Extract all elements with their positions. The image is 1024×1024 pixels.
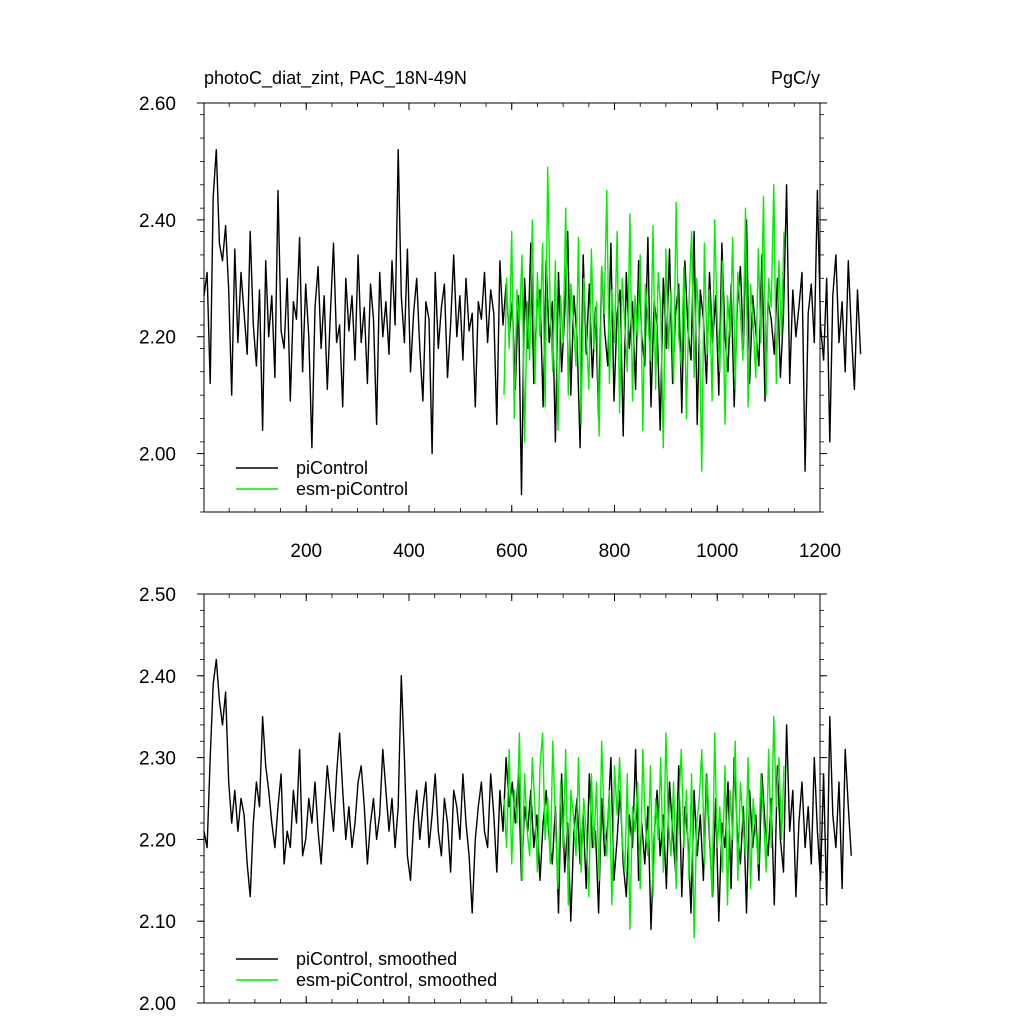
y-tick-label: 2.20	[139, 830, 176, 851]
series-line-picontrol	[203, 658, 852, 931]
x-tick-label: 400	[393, 541, 425, 562]
y-tick-label: 2.40	[139, 211, 176, 232]
bottom-panel: 2.00 2.10 2.20 2.30 2.40 2.50 piControl, smoot…	[139, 585, 852, 1015]
legend-label: esm-piControl	[296, 479, 408, 499]
x-tick-label: 200	[290, 541, 322, 562]
legend-label: piControl, smoothed	[296, 949, 457, 969]
units-label: PgC/y	[771, 68, 820, 88]
x-tick-label: 600	[496, 541, 528, 562]
y-tick-label: 2.40	[139, 667, 176, 688]
y-tick-label: 2.00	[139, 445, 176, 466]
series-line-esm-picontrol	[503, 716, 785, 939]
legend-label: piControl	[296, 458, 368, 478]
x-tick-label: 1000	[696, 541, 738, 562]
x-tick-label: 800	[599, 541, 631, 562]
x-tick-label: 1200	[799, 541, 841, 562]
legend-label: esm-piControl, smoothed	[296, 970, 497, 990]
y-tick-label: 2.10	[139, 912, 176, 933]
top-panel: 2.00 2.20 2.40 2.60 200 400 600 800 1000 1200 piCo…	[139, 94, 862, 562]
plot-title: photoC_diat_zint, PAC_18N-49N	[204, 68, 467, 89]
y-tick-label: 2.00	[139, 994, 176, 1015]
y-tick-label: 2.60	[139, 94, 176, 115]
y-tick-label: 2.30	[139, 749, 176, 770]
y-tick-label: 2.20	[139, 328, 176, 349]
y-tick-label: 2.50	[139, 585, 176, 606]
series-line-picontrol	[203, 148, 862, 496]
series-line-esm-picontrol	[503, 166, 785, 472]
